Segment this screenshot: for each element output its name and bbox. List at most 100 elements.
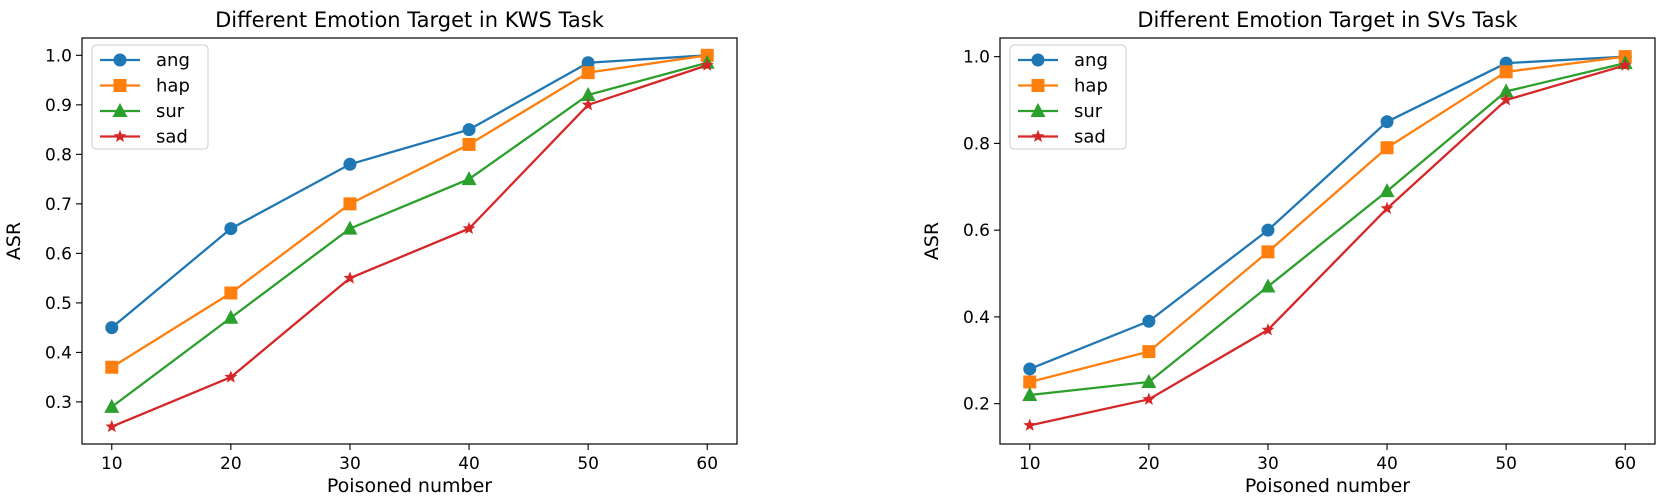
x-axis-label: Poisoned number (1245, 475, 1410, 497)
series-line-ang (1029, 55, 1626, 371)
legend-label: sad (156, 127, 188, 148)
data-point-hap-20 (224, 286, 238, 300)
data-point-sad-30 (1261, 323, 1275, 336)
series-sad (105, 58, 714, 433)
legend-entry-sur: sur (1018, 101, 1103, 122)
chart-panel-2: 10 20 30 40 50 60 0.2 0.4 0.6 0.8 1.0 Different Emo… (921, 8, 1656, 497)
chart-title: Different Emotion Target in SVs Task (1137, 8, 1518, 32)
legend-marker-sur (1030, 103, 1046, 117)
data-point-hap-30 (1261, 245, 1275, 259)
legend-marker-sad (113, 129, 127, 142)
data-point-sur-40 (461, 171, 477, 186)
series-line-sad (111, 64, 708, 428)
legend-label: sur (156, 101, 185, 122)
legend-label: ang (156, 50, 190, 71)
x-tick-label: 40 (1376, 454, 1398, 474)
data-point-hap-10 (1023, 375, 1037, 389)
y-tick-label: 0.4 (963, 308, 990, 328)
data-point-ang-30 (1261, 223, 1275, 237)
legend-marker-ang (1031, 53, 1045, 67)
data-point-hap-40 (462, 137, 476, 151)
axes-frame (999, 37, 1656, 445)
series-line-sur (1029, 62, 1626, 397)
data-point-sad-10 (105, 419, 119, 433)
y-tick-label: 0.8 (963, 134, 990, 154)
y-tick-label: 0.7 (45, 195, 72, 215)
legend-entry-ang: ang (100, 50, 190, 71)
data-point-ang-10 (1023, 362, 1037, 376)
series-line-hap (1029, 55, 1626, 384)
y-tick-label: 0.9 (45, 96, 72, 116)
y-tick-label: 0.4 (45, 343, 72, 363)
x-tick-label: 20 (1138, 454, 1160, 474)
legend: ang hap sur sad (91, 44, 209, 150)
data-point-sur-20 (223, 309, 239, 324)
axes-frame (81, 37, 738, 445)
legend-entry-sad: sad (100, 127, 188, 148)
legend-entry-sad: sad (1018, 127, 1106, 148)
data-point-sur-30 (1260, 278, 1276, 293)
y-tick-label: 0.3 (45, 393, 72, 413)
chart-panel-1: 10 20 30 40 50 60 0.3 0.4 0.5 0.6 0.7 0.8 0.9 1.0 Diff… (3, 8, 738, 497)
legend-label: sur (1074, 101, 1103, 122)
series-sad (1023, 58, 1632, 431)
legend-box (91, 44, 209, 150)
data-point-ang-20 (224, 222, 238, 236)
x-axis-label: Poisoned number (327, 475, 492, 497)
data-point-sad-50 (581, 98, 595, 111)
data-point-sad-20 (1142, 392, 1156, 405)
data-point-hap-10 (105, 360, 119, 374)
data-point-sad-30 (343, 271, 357, 284)
legend-marker-sur (112, 103, 128, 117)
y-tick-label: 0.6 (963, 221, 990, 241)
data-point-sur-40 (1379, 183, 1395, 198)
legend-label: ang (1074, 50, 1108, 71)
x-tick-label: 40 (458, 454, 480, 474)
legend-marker-hap (113, 79, 127, 92)
series-hap (105, 48, 714, 374)
series-line-hap (111, 54, 708, 369)
series-sur (1022, 55, 1633, 401)
data-point-ang-20 (1142, 314, 1156, 328)
data-point-sad-60 (1618, 58, 1632, 71)
data-point-sad-20 (224, 370, 238, 383)
x-tick-label: 60 (696, 454, 718, 474)
series-line-ang (111, 54, 708, 329)
x-tick-label: 30 (339, 454, 361, 474)
x-tick-label: 10 (1019, 454, 1041, 474)
data-point-sur-10 (104, 398, 120, 413)
y-axis-label: ASR (3, 222, 25, 260)
legend-entry-sur: sur (100, 101, 185, 122)
data-point-hap-40 (1380, 141, 1394, 155)
y-tick-label: 1.0 (963, 48, 990, 68)
data-point-sad-60 (700, 58, 714, 71)
legend-box (1009, 44, 1127, 150)
data-point-sur-30 (342, 220, 358, 235)
data-point-sad-40 (462, 221, 476, 235)
legend-label: hap (1074, 76, 1108, 97)
x-tick-label: 20 (220, 454, 242, 474)
x-tick-label: 30 (1257, 454, 1279, 474)
data-point-sur-50 (580, 86, 596, 101)
data-point-ang-40 (1380, 115, 1394, 129)
data-point-ang-30 (343, 157, 357, 171)
x-tick-label: 50 (1495, 454, 1517, 474)
data-point-hap-20 (1142, 345, 1156, 359)
legend: ang hap sur sad (1009, 44, 1127, 150)
y-tick-label: 0.2 (963, 395, 990, 415)
data-point-sur-10 (1022, 386, 1038, 401)
y-tick-label: 0.5 (45, 294, 72, 314)
data-point-sur-20 (1141, 373, 1157, 388)
legend-marker-sad (1031, 129, 1045, 142)
data-point-sur-50 (1498, 83, 1514, 98)
data-point-sad-10 (1023, 418, 1037, 431)
data-point-sad-40 (1380, 201, 1394, 214)
legend-marker-hap (1031, 79, 1045, 92)
data-point-ang-50 (581, 56, 595, 70)
series-hap (1023, 50, 1632, 389)
y-axis-label: ASR (921, 222, 943, 260)
x-tick-label: 60 (1614, 454, 1636, 474)
series-line-sur (111, 61, 708, 408)
data-point-hap-30 (343, 197, 357, 211)
